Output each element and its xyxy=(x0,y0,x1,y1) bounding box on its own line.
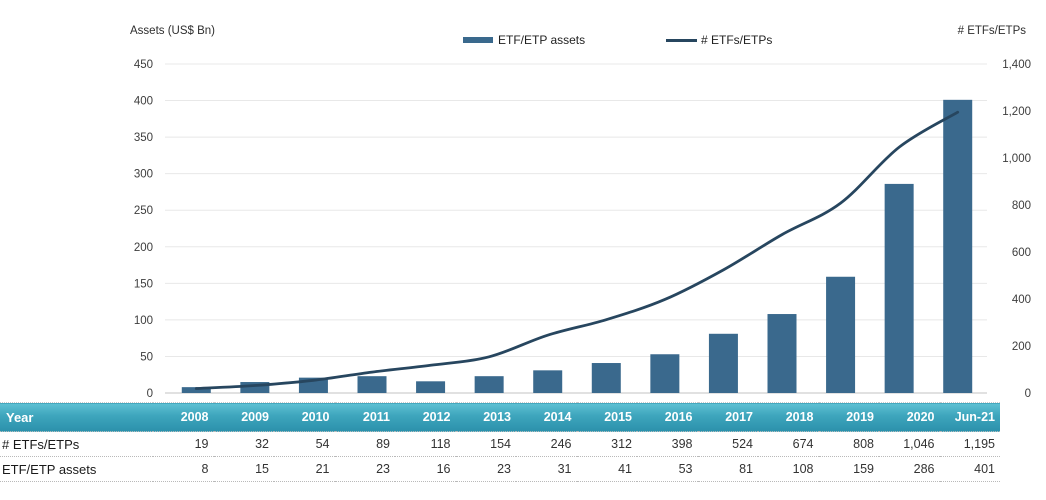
table-cell: 154 xyxy=(455,431,516,457)
left-axis-tick-label: 200 xyxy=(134,242,153,254)
table-header-cell: 2015 xyxy=(576,402,637,432)
etfs-etps-count-line xyxy=(194,110,960,390)
table-cell: 89 xyxy=(334,431,395,457)
table-cell: 401 xyxy=(939,456,1000,482)
chart-data-table: Year 2008 2009 2010 2011 2012 2013 2014 2015 2016… xyxy=(0,402,1000,482)
bar-2008 xyxy=(181,387,211,393)
bar-2016 xyxy=(650,354,680,393)
table-header-cell: 2019 xyxy=(818,402,879,432)
table-header-cell: 2014 xyxy=(516,402,577,432)
bar-2011 xyxy=(357,376,387,393)
table-header-cell: 2017 xyxy=(697,402,758,432)
legend-item-count: # ETFs/ETPs xyxy=(666,33,772,47)
left-axis-tick-label: 50 xyxy=(140,351,153,363)
right-axis-tick-label: 1,200 xyxy=(1002,106,1031,118)
left-axis-title: Assets (US$ Bn) xyxy=(130,25,215,37)
bar-2012 xyxy=(416,381,446,393)
right-axis-tick-label: 200 xyxy=(1012,341,1031,353)
bar-2009 xyxy=(240,382,270,393)
left-axis-tick-label: 300 xyxy=(134,169,153,181)
bar-Jun-21 xyxy=(943,99,973,393)
table-header-cell: 2012 xyxy=(395,402,456,432)
bar-series-swatch-icon xyxy=(463,37,493,43)
table-cell: 23 xyxy=(334,456,395,482)
left-axis-tick-label: 100 xyxy=(134,315,153,327)
table-cell: 23 xyxy=(455,456,516,482)
right-axis-tick-label: 1,000 xyxy=(1002,153,1031,165)
left-axis-tick-label: 400 xyxy=(134,96,153,108)
table-cell: 398 xyxy=(637,431,698,457)
right-axis-tick-label: 800 xyxy=(1012,200,1031,212)
table-header-cell: 2009 xyxy=(213,402,274,432)
table-row-label: # ETFs/ETPs xyxy=(0,431,153,457)
table-header-cell: 2011 xyxy=(334,402,395,432)
bar-2019 xyxy=(826,276,856,393)
bar-2018 xyxy=(767,314,797,393)
bar-2017 xyxy=(708,333,738,393)
table-cell: 1,195 xyxy=(939,431,1000,457)
table-header-row: Year 2008 2009 2010 2011 2012 2013 2014 2015 2016… xyxy=(0,402,1000,432)
table-cell: 312 xyxy=(576,431,637,457)
table-header-year: Year xyxy=(0,402,153,432)
table-cell: 286 xyxy=(879,456,940,482)
left-axis-tick-label: 150 xyxy=(134,278,153,290)
table-cell: 159 xyxy=(818,456,879,482)
legend-label-assets: ETF/ETP assets xyxy=(498,33,586,47)
line-series-swatch-icon xyxy=(666,38,697,42)
table-cell: 54 xyxy=(274,431,335,457)
left-axis-tick-label: 0 xyxy=(147,388,153,398)
table-cell: 31 xyxy=(516,456,577,482)
table-cell: 81 xyxy=(697,456,758,482)
left-axis-tick-label: 450 xyxy=(134,59,153,71)
bar-2015 xyxy=(591,363,621,393)
table-cell: 118 xyxy=(395,431,456,457)
table-cell: 53 xyxy=(637,456,698,482)
table-cell: 41 xyxy=(576,456,637,482)
table-cell: 21 xyxy=(274,456,335,482)
table-cell: 524 xyxy=(697,431,758,457)
right-axis-tick-label: 400 xyxy=(1012,294,1031,306)
combo-chart: 0 50 100 150 200 250 300 350 400 450 0 200 400 600 800… xyxy=(134,59,1031,398)
table-row-label: ETF/ETP assets xyxy=(0,456,153,482)
table-header-cell: 2013 xyxy=(455,402,516,432)
table-cell: 674 xyxy=(758,431,819,457)
bar-2020 xyxy=(884,183,914,393)
bar-2013 xyxy=(474,376,504,393)
table-cell: 19 xyxy=(153,431,214,457)
table-header-cell: 2016 xyxy=(637,402,698,432)
table-row: # ETFs/ETPs 19 32 54 89 118 154 246 312 398 524 674… xyxy=(0,431,1000,457)
table-header-cell: 2008 xyxy=(153,402,214,432)
table-cell: 1,046 xyxy=(879,431,940,457)
legend-label-count: # ETFs/ETPs xyxy=(701,33,773,47)
table-header-cell: 2020 xyxy=(879,402,940,432)
right-axis-tick-label: 0 xyxy=(1025,388,1031,398)
table-header-cell: 2010 xyxy=(274,402,335,432)
table-cell: 32 xyxy=(213,431,274,457)
table-cell: 808 xyxy=(818,431,879,457)
bar-2014 xyxy=(533,370,563,393)
table-header-cell: Jun-21 xyxy=(939,402,1000,432)
table-cell: 108 xyxy=(758,456,819,482)
table-header-cell: 2018 xyxy=(758,402,819,432)
table-row: ETF/ETP assets 8 15 21 23 16 23 31 41 53 81 108 159 2… xyxy=(0,456,1000,482)
table-cell: 246 xyxy=(516,431,577,457)
right-axis-tick-label: 1,400 xyxy=(1002,59,1031,71)
right-axis-tick-label: 600 xyxy=(1012,247,1031,259)
right-axis-title: # ETFs/ETPs xyxy=(957,25,1026,37)
left-axis-tick-label: 250 xyxy=(134,205,153,217)
legend-item-assets: ETF/ETP assets xyxy=(463,33,585,47)
table-cell: 16 xyxy=(395,456,456,482)
table-cell: 15 xyxy=(213,456,274,482)
left-axis-tick-label: 350 xyxy=(134,132,153,144)
table-cell: 8 xyxy=(153,456,214,482)
